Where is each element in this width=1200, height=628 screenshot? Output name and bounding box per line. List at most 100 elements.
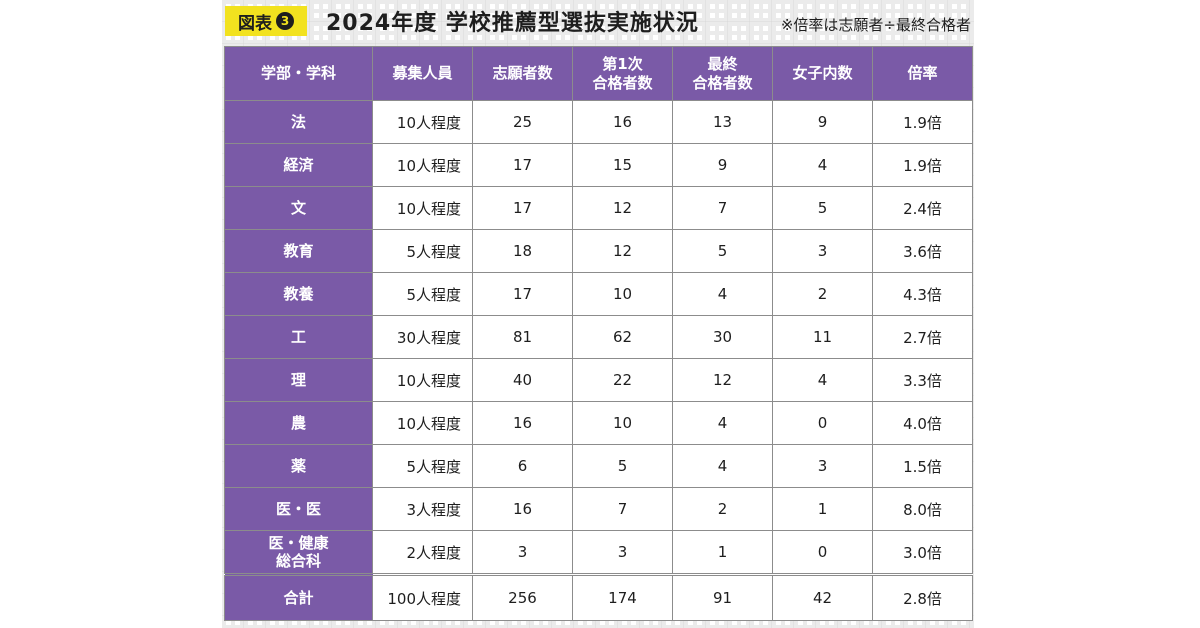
final-pass-cell: 4 (672, 401, 773, 445)
first-pass-cell: 174 (572, 573, 673, 621)
table-row: 農 10人程度 16 10 4 0 4.0倍 (224, 401, 973, 445)
department-cell: 合計 (224, 573, 373, 621)
table-row: 医・健康 総合科 2人程度 3 3 1 0 3.0倍 (224, 530, 973, 575)
ratio-cell: 2.4倍 (872, 186, 973, 230)
column-header: 最終 合格者数 (672, 46, 773, 101)
ratio-cell: 1.9倍 (872, 143, 973, 187)
applicants-cell: 3 (472, 530, 573, 575)
women-cell: 11 (772, 315, 873, 359)
final-pass-cell: 4 (672, 272, 773, 316)
table-header-row: 学部・学科 募集人員 志願者数 第1次 合格者数 最終 合格者数 女子内数 倍率 (224, 46, 973, 101)
women-cell: 0 (772, 530, 873, 575)
women-cell: 2 (772, 272, 873, 316)
quota-cell: 2人程度 (372, 530, 473, 575)
ratio-cell: 1.9倍 (872, 100, 973, 144)
first-pass-cell: 10 (572, 272, 673, 316)
column-header: 第1次 合格者数 (572, 46, 673, 101)
applicants-cell: 17 (472, 186, 573, 230)
first-pass-cell: 12 (572, 229, 673, 273)
quota-cell: 3人程度 (372, 487, 473, 531)
first-pass-cell: 22 (572, 358, 673, 402)
department-cell: 医・健康 総合科 (224, 530, 373, 575)
ratio-cell: 2.7倍 (872, 315, 973, 359)
table-row: 文 10人程度 17 12 7 5 2.4倍 (224, 186, 973, 230)
table-row: 教養 5人程度 17 10 4 2 4.3倍 (224, 272, 973, 316)
total-row: 合計 100人程度 256 174 91 42 2.8倍 (224, 573, 973, 621)
women-cell: 42 (772, 573, 873, 621)
first-pass-cell: 3 (572, 530, 673, 575)
first-pass-cell: 5 (572, 444, 673, 488)
ratio-cell: 8.0倍 (872, 487, 973, 531)
table-row: 工 30人程度 81 62 30 11 2.7倍 (224, 315, 973, 359)
admissions-table: 学部・学科 募集人員 志願者数 第1次 合格者数 最終 合格者数 女子内数 倍率… (224, 46, 973, 621)
applicants-cell: 40 (472, 358, 573, 402)
column-header: 学部・学科 (224, 46, 373, 101)
department-cell: 理 (224, 358, 373, 402)
first-pass-cell: 15 (572, 143, 673, 187)
department-cell: 薬 (224, 444, 373, 488)
applicants-cell: 17 (472, 272, 573, 316)
department-cell: 法 (224, 100, 373, 144)
quota-cell: 5人程度 (372, 444, 473, 488)
quota-cell: 10人程度 (372, 358, 473, 402)
applicants-cell: 17 (472, 143, 573, 187)
final-pass-cell: 30 (672, 315, 773, 359)
applicants-cell: 6 (472, 444, 573, 488)
applicants-cell: 81 (472, 315, 573, 359)
final-pass-cell: 1 (672, 530, 773, 575)
ratio-cell: 3.3倍 (872, 358, 973, 402)
quota-cell: 30人程度 (372, 315, 473, 359)
quota-cell: 5人程度 (372, 272, 473, 316)
figure-title: 2024年度 学校推薦型選抜実施状況 (326, 11, 699, 36)
women-cell: 9 (772, 100, 873, 144)
department-cell: 文 (224, 186, 373, 230)
quota-cell: 100人程度 (372, 573, 473, 621)
quota-cell: 10人程度 (372, 186, 473, 230)
final-pass-cell: 4 (672, 444, 773, 488)
women-cell: 4 (772, 358, 873, 402)
final-pass-cell: 91 (672, 573, 773, 621)
applicants-cell: 256 (472, 573, 573, 621)
figure-badge: 図表 3 (225, 6, 307, 36)
figure-number-icon: 3 (276, 12, 294, 30)
table-row: 法 10人程度 25 16 13 9 1.9倍 (224, 100, 973, 144)
ratio-cell: 4.3倍 (872, 272, 973, 316)
department-cell: 経済 (224, 143, 373, 187)
applicants-cell: 16 (472, 401, 573, 445)
first-pass-cell: 62 (572, 315, 673, 359)
final-pass-cell: 9 (672, 143, 773, 187)
first-pass-cell: 16 (572, 100, 673, 144)
department-cell: 工 (224, 315, 373, 359)
figure-badge-label: 図表 (238, 13, 272, 34)
quota-cell: 10人程度 (372, 401, 473, 445)
first-pass-cell: 7 (572, 487, 673, 531)
ratio-cell: 1.5倍 (872, 444, 973, 488)
table-row: 教育 5人程度 18 12 5 3 3.6倍 (224, 229, 973, 273)
ratio-cell: 3.0倍 (872, 530, 973, 575)
ratio-cell: 3.6倍 (872, 229, 973, 273)
final-pass-cell: 2 (672, 487, 773, 531)
applicants-cell: 16 (472, 487, 573, 531)
women-cell: 5 (772, 186, 873, 230)
first-pass-cell: 12 (572, 186, 673, 230)
table-row: 理 10人程度 40 22 12 4 3.3倍 (224, 358, 973, 402)
quota-cell: 10人程度 (372, 143, 473, 187)
ratio-cell: 2.8倍 (872, 573, 973, 621)
department-cell: 教育 (224, 229, 373, 273)
final-pass-cell: 13 (672, 100, 773, 144)
column-header: 女子内数 (772, 46, 873, 101)
table-row: 経済 10人程度 17 15 9 4 1.9倍 (224, 143, 973, 187)
ratio-note: ※倍率は志願者÷最終合格者 (780, 16, 971, 34)
table-row: 薬 5人程度 6 5 4 3 1.5倍 (224, 444, 973, 488)
final-pass-cell: 12 (672, 358, 773, 402)
quota-cell: 5人程度 (372, 229, 473, 273)
department-cell: 教養 (224, 272, 373, 316)
final-pass-cell: 7 (672, 186, 773, 230)
women-cell: 3 (772, 444, 873, 488)
final-pass-cell: 5 (672, 229, 773, 273)
first-pass-cell: 10 (572, 401, 673, 445)
women-cell: 4 (772, 143, 873, 187)
quota-cell: 10人程度 (372, 100, 473, 144)
women-cell: 0 (772, 401, 873, 445)
table-row: 医・医 3人程度 16 7 2 1 8.0倍 (224, 487, 973, 531)
